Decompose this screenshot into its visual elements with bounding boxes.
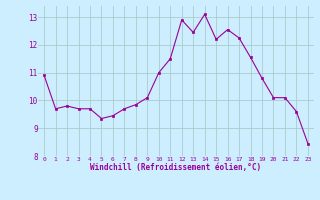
X-axis label: Windchill (Refroidissement éolien,°C): Windchill (Refroidissement éolien,°C)	[91, 163, 261, 172]
